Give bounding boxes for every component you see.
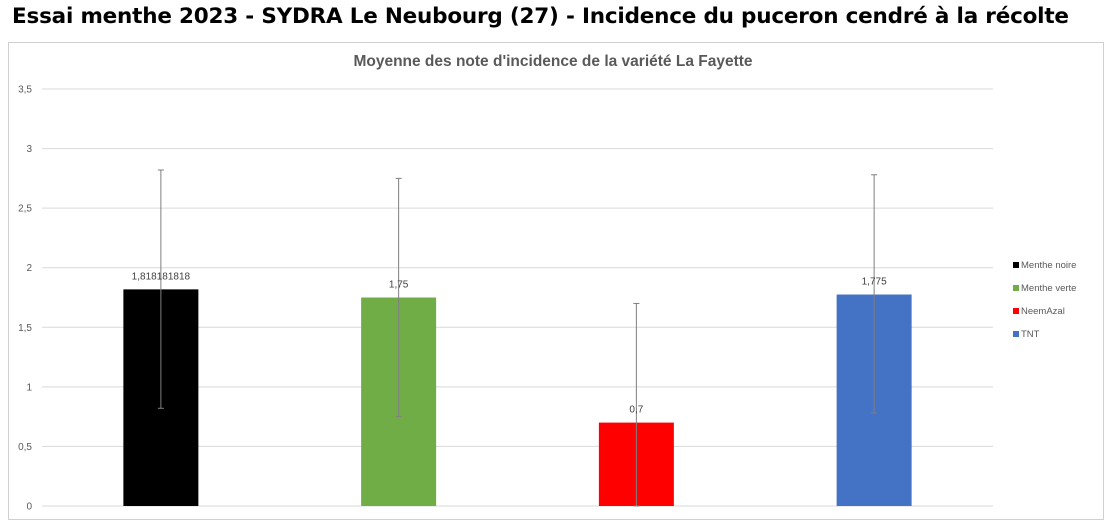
chart-title: Moyenne des note d'incidence de la varié…: [353, 53, 752, 70]
legend: Menthe noire Menthe verte NeemAzal TNT: [1013, 260, 1076, 340]
legend-swatch: [1013, 285, 1019, 291]
data-labels: 1,818181818 1,75 0,7 1,775: [132, 271, 887, 415]
y-tick-label: 3,5: [18, 85, 32, 96]
data-label: 0,7: [629, 405, 643, 416]
grid-lines: [42, 88, 993, 507]
y-tick-label: 1: [26, 382, 32, 393]
y-tick-label: 2,5: [18, 204, 32, 215]
y-tick-label: 0: [26, 502, 32, 513]
data-label: 1,75: [389, 280, 409, 291]
legend-label: Menthe noire: [1021, 260, 1076, 271]
legend-swatch: [1013, 308, 1019, 314]
y-tick-label: 3: [26, 144, 32, 155]
y-tick-label: 1,5: [18, 323, 32, 334]
data-label: 1,775: [862, 277, 887, 288]
data-label: 1,818181818: [132, 271, 191, 282]
bars: [123, 289, 912, 506]
y-tick-label: 2: [26, 263, 32, 274]
legend-label: TNT: [1021, 329, 1040, 340]
legend-swatch: [1013, 331, 1019, 337]
legend-label: NeemAzal: [1021, 306, 1065, 317]
error-bars: [157, 169, 878, 507]
legend-label: Menthe verte: [1021, 283, 1076, 294]
y-axis-ticks: 0 0,5 1 1,5 2 2,5 3 3,5: [18, 85, 32, 513]
y-tick-label: 0,5: [18, 442, 32, 453]
legend-swatch: [1013, 262, 1019, 268]
page-headline: Essai menthe 2023 - SYDRA Le Neubourg (2…: [12, 4, 1069, 29]
